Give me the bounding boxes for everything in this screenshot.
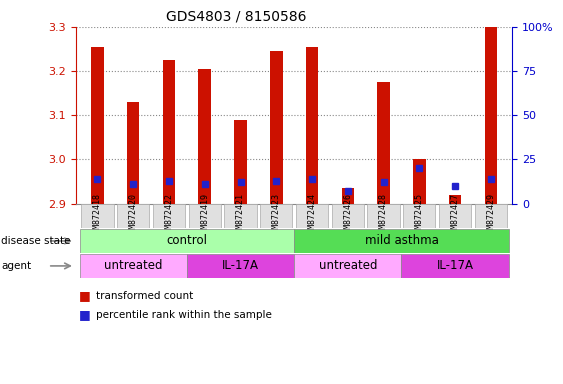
Text: ■: ■ (79, 289, 91, 302)
Text: IL-17A: IL-17A (222, 260, 259, 272)
Bar (342, 188, 354, 204)
FancyBboxPatch shape (401, 254, 509, 278)
Text: GSM872425: GSM872425 (415, 194, 424, 238)
FancyBboxPatch shape (117, 204, 149, 228)
FancyBboxPatch shape (475, 204, 507, 228)
Text: GSM872419: GSM872419 (200, 194, 209, 238)
FancyBboxPatch shape (368, 204, 400, 228)
Bar (413, 159, 426, 204)
Text: GSM872420: GSM872420 (129, 194, 138, 238)
Bar (199, 69, 211, 204)
Text: GSM872428: GSM872428 (379, 194, 388, 238)
Bar (234, 120, 247, 204)
Text: GSM872424: GSM872424 (307, 194, 316, 238)
Text: percentile rank within the sample: percentile rank within the sample (96, 310, 271, 320)
FancyBboxPatch shape (187, 254, 294, 278)
Text: GSM872422: GSM872422 (164, 194, 173, 238)
Text: disease state: disease state (1, 236, 70, 246)
Text: untreated: untreated (104, 260, 163, 272)
FancyBboxPatch shape (296, 204, 328, 228)
Text: GSM872426: GSM872426 (343, 194, 352, 238)
Text: control: control (167, 235, 207, 247)
Bar (377, 82, 390, 204)
FancyBboxPatch shape (79, 229, 294, 253)
Bar (485, 27, 497, 204)
FancyBboxPatch shape (189, 204, 221, 228)
Bar (127, 102, 140, 204)
Text: transformed count: transformed count (96, 291, 193, 301)
Bar (163, 60, 175, 204)
Text: GSM872423: GSM872423 (272, 194, 281, 238)
Text: GSM872427: GSM872427 (450, 194, 459, 238)
Text: untreated: untreated (319, 260, 377, 272)
FancyBboxPatch shape (79, 254, 187, 278)
Text: GSM872421: GSM872421 (236, 194, 245, 238)
Text: GSM872429: GSM872429 (486, 194, 495, 238)
Bar (306, 47, 318, 204)
Text: mild asthma: mild asthma (364, 235, 439, 247)
FancyBboxPatch shape (260, 204, 292, 228)
Text: GSM872418: GSM872418 (93, 194, 102, 238)
FancyBboxPatch shape (153, 204, 185, 228)
Text: agent: agent (1, 261, 32, 271)
Text: ■: ■ (79, 308, 91, 321)
Bar (270, 51, 283, 204)
FancyBboxPatch shape (225, 204, 257, 228)
Bar (449, 195, 461, 204)
Text: GDS4803 / 8150586: GDS4803 / 8150586 (166, 10, 307, 23)
Text: IL-17A: IL-17A (437, 260, 473, 272)
FancyBboxPatch shape (82, 204, 114, 228)
FancyBboxPatch shape (403, 204, 435, 228)
FancyBboxPatch shape (439, 204, 471, 228)
FancyBboxPatch shape (294, 229, 509, 253)
FancyBboxPatch shape (294, 254, 401, 278)
Bar (91, 47, 104, 204)
FancyBboxPatch shape (332, 204, 364, 228)
